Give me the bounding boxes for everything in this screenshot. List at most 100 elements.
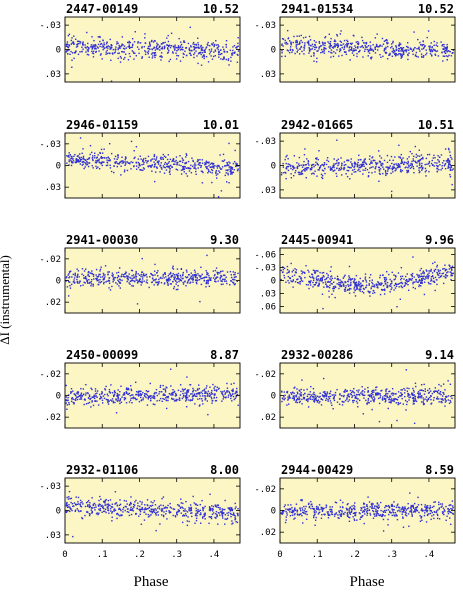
data-point [382, 398, 384, 401]
data-point [227, 174, 229, 176]
data-point [78, 160, 80, 163]
data-point [314, 271, 317, 273]
data-point [315, 41, 317, 43]
data-point [329, 395, 332, 398]
data-point [333, 40, 336, 43]
data-point [198, 405, 201, 407]
data-point [303, 53, 305, 55]
data-point [367, 399, 370, 401]
data-point [434, 53, 436, 55]
data-point [441, 165, 443, 167]
data-point [130, 385, 132, 387]
data-point [152, 55, 154, 57]
data-point [361, 36, 363, 39]
data-point [236, 394, 238, 396]
data-point [195, 517, 198, 519]
data-point [234, 51, 236, 53]
data-point [133, 41, 136, 43]
data-point [417, 159, 420, 162]
data-point [75, 399, 77, 401]
data-point [170, 507, 173, 509]
data-point [333, 163, 335, 165]
data-point [195, 46, 197, 49]
data-point [170, 276, 172, 278]
data-point [353, 171, 355, 173]
data-point [393, 284, 396, 287]
data-point [165, 397, 167, 399]
data-point [330, 402, 332, 404]
data-point [232, 512, 235, 514]
data-point [428, 45, 430, 48]
data-point [76, 278, 78, 281]
data-point [108, 282, 111, 284]
data-point [440, 393, 442, 396]
data-point [413, 172, 415, 174]
data-point [327, 41, 329, 43]
data-point [437, 391, 439, 394]
data-point [397, 391, 400, 393]
data-point [170, 32, 173, 35]
data-point [65, 396, 68, 398]
data-point [80, 285, 82, 287]
data-point [70, 39, 73, 42]
data-point [195, 510, 197, 512]
data-point [371, 49, 373, 51]
data-point [421, 48, 423, 50]
data-point [203, 57, 205, 60]
data-point [385, 390, 387, 392]
data-point [117, 156, 119, 159]
data-point [400, 161, 403, 163]
data-point [388, 285, 391, 287]
data-point [281, 172, 283, 174]
data-point [414, 161, 417, 164]
data-point [228, 64, 230, 66]
data-point [138, 280, 140, 282]
data-point [109, 164, 111, 166]
data-point [236, 61, 239, 63]
data-point [336, 283, 338, 285]
data-point [87, 162, 89, 164]
data-point [395, 45, 397, 47]
data-point [221, 514, 224, 516]
data-point [115, 412, 118, 414]
data-point [209, 508, 211, 510]
y-tick-label: .03 [45, 531, 61, 541]
data-point [84, 277, 87, 279]
data-point [415, 55, 418, 58]
data-point [435, 510, 438, 512]
data-point [398, 42, 401, 44]
data-point [379, 173, 381, 175]
data-point [125, 272, 127, 274]
data-point [317, 278, 320, 280]
data-point [354, 161, 356, 163]
data-point [171, 160, 173, 163]
data-point [433, 280, 435, 283]
data-point [353, 162, 356, 165]
data-point [347, 395, 349, 397]
data-point [312, 163, 315, 166]
data-point [310, 394, 313, 396]
data-point [146, 391, 149, 393]
data-point [292, 165, 295, 168]
data-point [120, 401, 123, 403]
data-point [386, 172, 389, 175]
data-point [109, 159, 111, 161]
data-point [147, 397, 149, 399]
data-point [376, 162, 379, 164]
data-point [94, 504, 97, 506]
data-point [137, 273, 139, 275]
data-point [421, 165, 423, 167]
data-point [391, 271, 393, 274]
data-point [313, 52, 315, 54]
data-point [412, 387, 414, 390]
data-point [447, 380, 449, 382]
data-point [170, 283, 172, 285]
data-point [295, 399, 298, 402]
data-point [318, 167, 321, 170]
data-point [141, 271, 144, 273]
data-point [103, 281, 105, 284]
data-point [118, 285, 120, 287]
data-point [182, 281, 184, 284]
data-point [336, 275, 339, 278]
data-point [384, 282, 387, 285]
